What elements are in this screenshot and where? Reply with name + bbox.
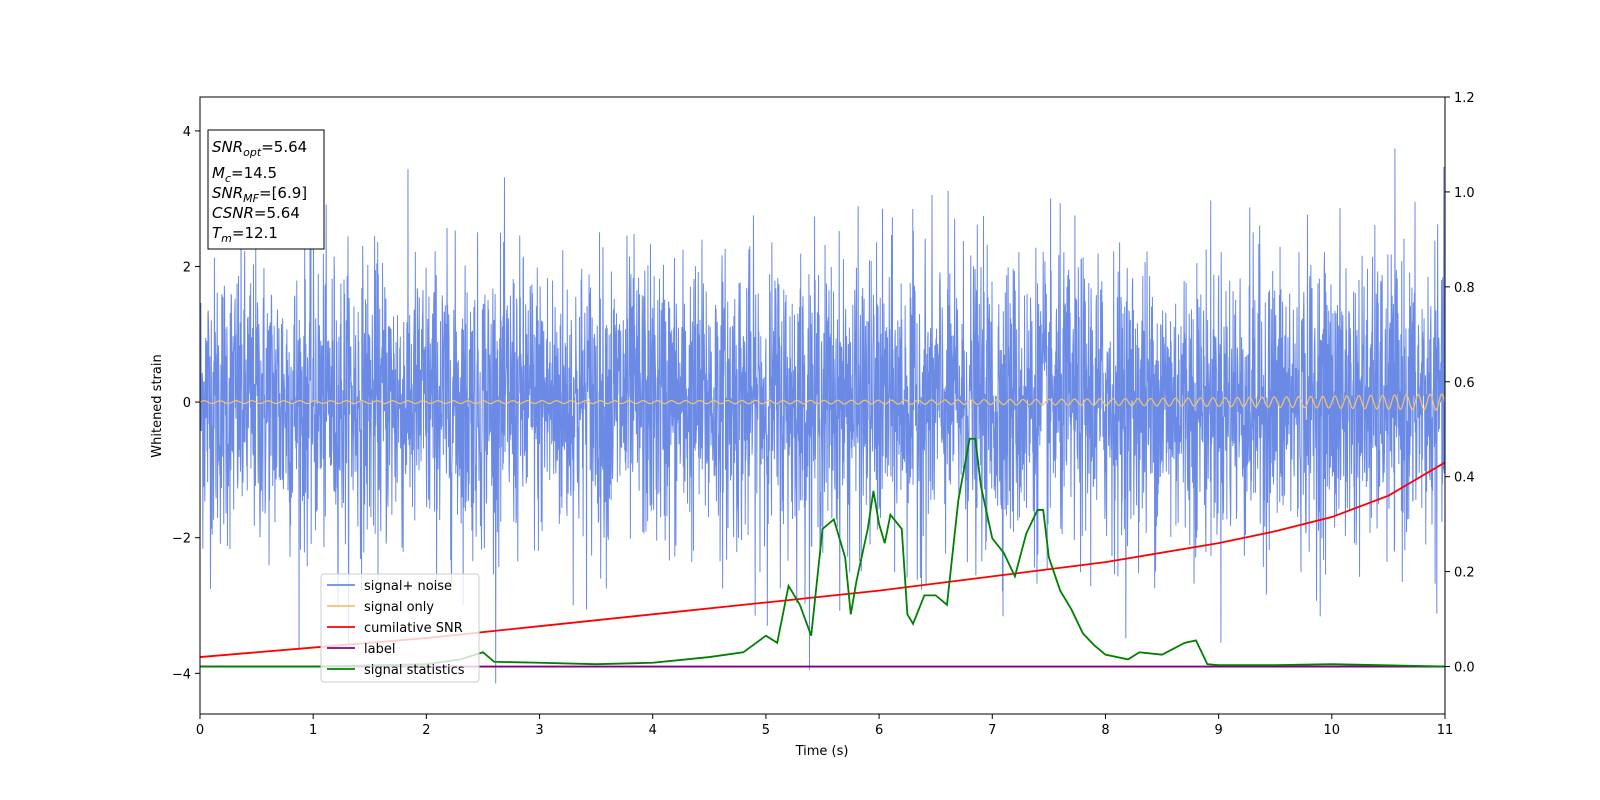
legend-entry-label: label (327, 642, 395, 657)
y-right-tick-label: 1.0 (1454, 186, 1475, 201)
y-right-tick-label: 0.2 (1454, 566, 1475, 581)
legend-entry-signal-statistics: signal statistics (327, 663, 465, 678)
x-tick-label: 1 (309, 723, 317, 738)
y-left-tick-label: −2 (172, 532, 191, 547)
legend-frame (320, 573, 480, 683)
y-right-tick-label: 0.6 (1454, 376, 1475, 391)
plot-frame (199, 96, 1446, 715)
x-tick-label: 11 (1437, 723, 1454, 738)
legend-label: signal statistics (364, 663, 465, 678)
series-line-signal-statistics (200, 437, 1445, 668)
legend-label: cumilative SNR (364, 621, 463, 636)
y-right-tick-label: 0.8 (1454, 281, 1475, 296)
y-axis-left: −4 −2 0 2 4 (172, 125, 200, 682)
legend-label: signal+ noise (364, 579, 452, 594)
x-tick-label: 0 (196, 723, 204, 738)
y-left-tick-label: −4 (172, 667, 191, 682)
info-box-frame (207, 129, 325, 250)
x-tick-label: 2 (422, 723, 430, 738)
x-tick-label: 7 (988, 723, 996, 738)
series-line-signal-plus-noise (200, 148, 1445, 684)
info-box: SNRopt=5.64 Mc=14.5 SNRMF=[6.9] CSNR=5.6… (207, 129, 325, 250)
y-left-tick-label: 0 (183, 396, 191, 411)
y-left-tick-label: 2 (183, 261, 191, 276)
y-right-tick-label: 1.2 (1454, 91, 1475, 106)
info-snr-opt: SNRopt=5.64 (212, 138, 307, 159)
x-axis-label: Time (s) (795, 744, 849, 759)
x-tick-label: 5 (762, 723, 770, 738)
legend-entry-cumulative-snr: cumilative SNR (327, 621, 463, 636)
x-tick-label: 8 (1101, 723, 1109, 738)
info-tm: Tm=12.1 (212, 224, 278, 245)
legend-entry-signal-plus-noise: signal+ noise (327, 579, 452, 594)
y-left-tick-label: 4 (183, 125, 191, 140)
info-snr-mf: SNRMF=[6.9] (212, 184, 307, 205)
y-right-tick-label: 0.4 (1454, 471, 1475, 486)
y-axis-right: 0.0 0.2 0.4 0.6 0.8 1.0 1.2 (1445, 91, 1475, 676)
x-axis: 0 1 2 3 4 5 6 7 8 9 10 11 (196, 714, 1453, 738)
legend-label: label (364, 642, 395, 657)
y-right-tick-label: 0.0 (1454, 661, 1475, 676)
info-mc: Mc=14.5 (212, 164, 277, 185)
x-tick-label: 4 (649, 723, 657, 738)
y-axis-label: Whitened strain (150, 354, 165, 457)
x-tick-label: 10 (1324, 723, 1341, 738)
info-csnr: CSNR=5.64 (212, 204, 300, 222)
legend-entry-signal-only: signal only (327, 600, 434, 615)
series-line-signal-only (200, 393, 1445, 411)
x-tick-label: 3 (535, 723, 543, 738)
legend-label: signal only (364, 600, 434, 615)
x-tick-label: 6 (875, 723, 883, 738)
legend: signal+ noise signal only cumilative SNR… (320, 573, 480, 683)
x-tick-label: 9 (1214, 723, 1222, 738)
